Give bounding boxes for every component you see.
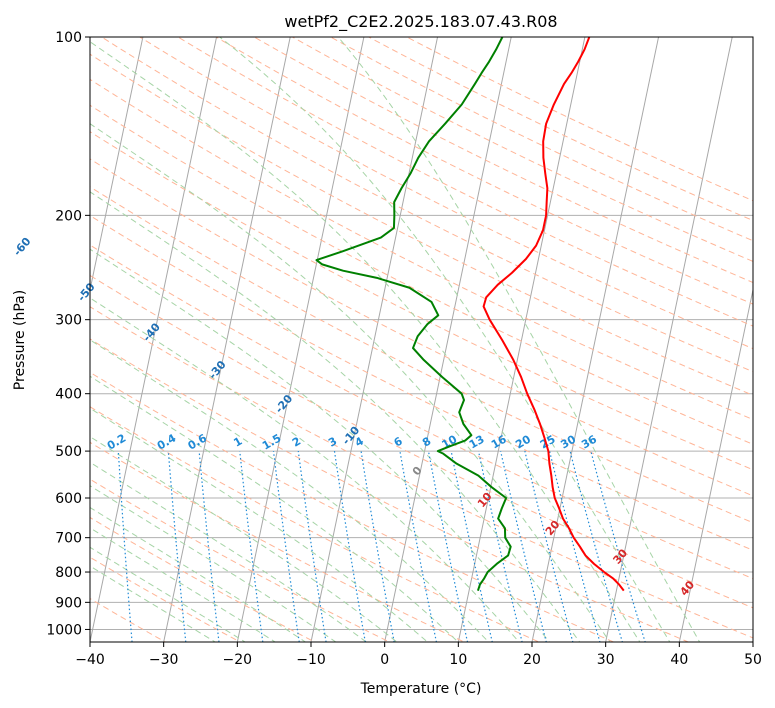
moist-adiabat: [90, 461, 368, 642]
y-tick-label: 1000: [46, 622, 82, 638]
y-tick-label: 300: [55, 313, 82, 329]
x-tick-label: 30: [597, 652, 615, 668]
moist-adiabat: [90, 123, 611, 642]
dry-adiabat: [253, 37, 753, 284]
isotherm-line: [236, 37, 365, 642]
moist-adiabat: [90, 407, 429, 642]
isotherm-line: [678, 287, 753, 642]
plot-background: [90, 37, 753, 642]
dry-adiabat: [90, 478, 391, 642]
temperature-profile-line: [482, 37, 625, 592]
profile-series: [315, 37, 625, 592]
isotherm-line: [310, 37, 439, 642]
x-tick-label: −10: [296, 652, 326, 668]
moist-adiabat: [90, 248, 551, 642]
x-tick-label: −20: [223, 652, 253, 668]
moist-adiabat: [90, 297, 520, 642]
dry-adiabat: [138, 37, 753, 350]
x-tick-label: −40: [75, 652, 105, 668]
moist-adiabat: [218, 37, 671, 642]
moist-adiabat: [90, 375, 459, 642]
moist-adiabat: [90, 41, 641, 642]
isotherm-line: [605, 37, 733, 642]
y-tick-label: 900: [55, 595, 82, 611]
dewpoint-profile-line: [315, 37, 512, 591]
dry-adiabat: [329, 37, 753, 242]
x-tick-label: 10: [449, 652, 467, 668]
isotherm-label: -60: [11, 235, 34, 259]
moist-adiabat: [90, 191, 581, 642]
mixing-ratio-line: [548, 450, 601, 642]
dry-adiabat: [100, 37, 753, 373]
dry-adiabat: [90, 214, 753, 551]
isotherm-line: [531, 37, 660, 642]
x-tick-label: 40: [670, 652, 688, 668]
mixing-ratio-line: [427, 450, 469, 642]
mixing-ratio-line: [524, 450, 574, 642]
y-tick-label: 400: [55, 387, 82, 403]
dry-adiabat: [90, 516, 316, 642]
moist-adiabat: [90, 485, 337, 642]
x-tick-label: −30: [149, 652, 179, 668]
dry-adiabat: [90, 104, 753, 445]
dry-adiabat: [90, 53, 753, 396]
mixing-ratio-line: [500, 450, 547, 642]
dry-adiabat: [90, 78, 753, 421]
moist-adiabat: [90, 339, 490, 642]
isotherm-line: [0, 10, 1, 654]
dry-adiabats: [90, 37, 753, 642]
moist-adiabat: [90, 436, 398, 642]
x-axis-label: Temperature (°C): [360, 681, 482, 697]
dry-adiabat: [291, 37, 753, 262]
dry-adiabat: [90, 338, 690, 642]
mixing-ratio-line: [450, 450, 493, 642]
mixing-ratio-line: [477, 450, 523, 642]
y-tick-label: 100: [55, 30, 82, 46]
chart-title: wetPf2_C2E2.2025.183.07.43.R08: [284, 12, 557, 32]
mixing-ratio-line: [399, 450, 438, 642]
isotherm-line: [457, 37, 586, 642]
x-tick-label: 20: [523, 652, 541, 668]
y-tick-label: 600: [55, 491, 82, 507]
moist-adiabat: [337, 37, 701, 642]
y-tick-label: 700: [55, 531, 82, 547]
dry-adiabat: [90, 306, 753, 639]
y-tick-label: 800: [55, 565, 82, 581]
dry-adiabat: [367, 37, 753, 222]
y-tick-label: 200: [55, 208, 82, 224]
y-axis-label: Pressure (hPa): [12, 290, 28, 390]
y-tick-label: 500: [55, 444, 82, 460]
isobar-grid: [90, 37, 753, 630]
dry-adiabat: [90, 131, 753, 471]
mixing-ratio-lines: [117, 450, 646, 642]
moist-adiabats: [90, 37, 701, 642]
plot-frame: [89, 36, 754, 643]
isotherm-line: [90, 37, 218, 642]
x-tick-label: 0: [380, 652, 389, 668]
dry-adiabat: [90, 441, 466, 642]
isotherm-line: [752, 639, 753, 642]
isotherm-line: [163, 37, 291, 642]
x-tick-label: 50: [744, 652, 762, 668]
x-axis: −40 −30 −20 −10 0 10 20 30 40 50: [75, 642, 762, 668]
mixing-ratio-line: [590, 450, 646, 642]
y-axis: 100 200 300 400 500 600 700 800 900 1000: [46, 30, 90, 638]
isotherm-line: [90, 37, 144, 293]
